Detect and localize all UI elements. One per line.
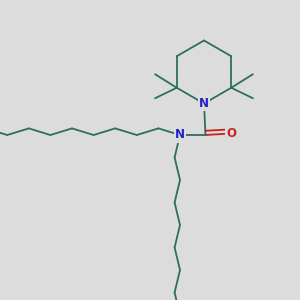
Text: N: N bbox=[199, 97, 209, 110]
Text: O: O bbox=[226, 127, 236, 140]
Text: N: N bbox=[175, 128, 185, 142]
